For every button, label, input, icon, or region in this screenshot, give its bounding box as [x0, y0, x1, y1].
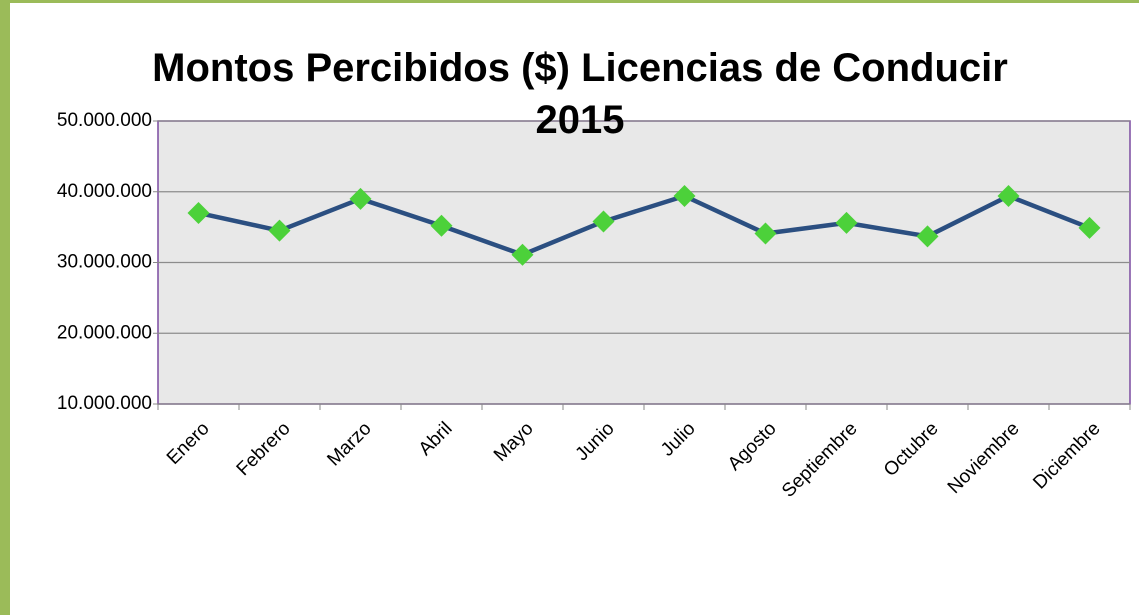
x-tick-label: Marzo	[323, 418, 375, 470]
x-tick-label: Diciembre	[1029, 418, 1104, 493]
x-tick-label: Noviembre	[944, 418, 1024, 498]
data-point	[997, 184, 1020, 207]
data-point	[916, 225, 939, 248]
y-tick-label: 30.000.000	[57, 252, 152, 273]
y-tick-label: 50.000.000	[57, 110, 152, 131]
x-tick-label: Abril	[415, 418, 457, 460]
x-tick-label: Junio	[572, 418, 619, 465]
data-point	[349, 187, 372, 210]
x-tick-label: Agosto	[724, 418, 781, 475]
data-point	[511, 243, 534, 266]
chart-title: Montos Percibidos ($) Licencias de Condu…	[152, 46, 1008, 142]
data-point	[592, 210, 615, 233]
x-tick-label: Mayo	[490, 418, 538, 466]
y-tick-label: 10.000.000	[57, 393, 152, 414]
data-point	[187, 201, 210, 224]
x-tick-label: Septiembre	[778, 418, 862, 502]
data-point	[754, 222, 777, 245]
y-tick-label: 20.000.000	[57, 322, 152, 343]
frame-top	[0, 0, 1139, 3]
data-point	[268, 219, 291, 242]
x-tick-label: Octubre	[880, 418, 943, 481]
x-tick-label: Julio	[657, 418, 699, 460]
data-point	[430, 214, 453, 237]
x-tick-label: Enero	[163, 418, 214, 469]
series-line	[198, 193, 1091, 257]
x-tick-label: Febrero	[233, 418, 295, 480]
data-point	[673, 184, 696, 207]
data-point	[835, 211, 858, 234]
frame-left	[0, 0, 10, 615]
y-tick-label: 40.000.000	[57, 181, 152, 202]
data-point	[1078, 216, 1101, 239]
